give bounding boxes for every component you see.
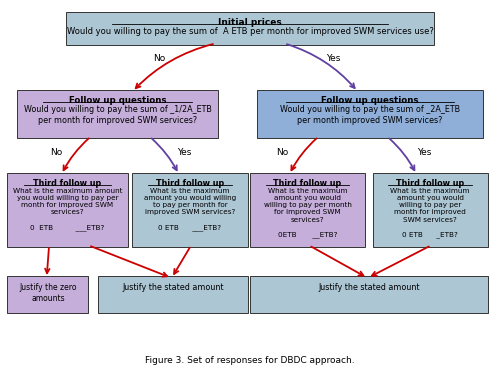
Text: No: No bbox=[276, 148, 288, 157]
Text: Follow up questions: Follow up questions bbox=[69, 96, 166, 105]
Text: What is the maximum
amount you would
willing to pay per month
for improved SWM
s: What is the maximum amount you would wil… bbox=[264, 188, 352, 238]
Text: Figure 3. Set of responses for DBDC approach.: Figure 3. Set of responses for DBDC appr… bbox=[145, 356, 355, 365]
Text: Yes: Yes bbox=[417, 148, 431, 157]
FancyBboxPatch shape bbox=[258, 90, 483, 138]
Text: Justify the zero
amounts: Justify the zero amounts bbox=[19, 283, 76, 303]
Text: Justify the stated amount: Justify the stated amount bbox=[318, 283, 420, 292]
FancyBboxPatch shape bbox=[17, 90, 218, 138]
Text: No: No bbox=[153, 55, 166, 63]
Text: Would you willing to pay the sum of  A ETB per month for improved SWM services u: Would you willing to pay the sum of A ET… bbox=[66, 27, 434, 36]
FancyBboxPatch shape bbox=[372, 173, 488, 247]
FancyBboxPatch shape bbox=[8, 276, 88, 312]
FancyBboxPatch shape bbox=[250, 276, 488, 312]
Text: Justify the stated amount: Justify the stated amount bbox=[122, 283, 224, 292]
Text: No: No bbox=[50, 148, 62, 157]
Text: Would you willing to pay the sum of _2A_ETB
per month improved SWM services?: Would you willing to pay the sum of _2A_… bbox=[280, 105, 460, 125]
Text: What is the maximum
amount you would willing
to pay per month for
improved SWM s: What is the maximum amount you would wil… bbox=[144, 188, 236, 231]
Text: Third follow up: Third follow up bbox=[396, 179, 464, 188]
FancyBboxPatch shape bbox=[66, 12, 434, 45]
Text: Third follow up: Third follow up bbox=[274, 179, 342, 188]
Text: Yes: Yes bbox=[176, 148, 191, 157]
Text: Initial prices: Initial prices bbox=[218, 18, 282, 27]
Text: Yes: Yes bbox=[326, 55, 340, 63]
Text: Third follow up: Third follow up bbox=[156, 179, 224, 188]
Text: Third follow up: Third follow up bbox=[34, 179, 102, 188]
Text: Would you willing to pay the sum of _1/2A_ETB
per month for improved SWM service: Would you willing to pay the sum of _1/2… bbox=[24, 105, 212, 125]
FancyBboxPatch shape bbox=[98, 276, 248, 312]
FancyBboxPatch shape bbox=[250, 173, 365, 247]
Text: Follow up questions: Follow up questions bbox=[322, 96, 419, 105]
FancyBboxPatch shape bbox=[8, 173, 128, 247]
Text: What is the maximum
amount you would
willing to pay per
month for improved
SWM s: What is the maximum amount you would wil… bbox=[390, 188, 470, 238]
FancyBboxPatch shape bbox=[132, 173, 248, 247]
Text: What is the maximum amount
you would willing to pay per
month for improved SWM
s: What is the maximum amount you would wil… bbox=[12, 188, 122, 231]
